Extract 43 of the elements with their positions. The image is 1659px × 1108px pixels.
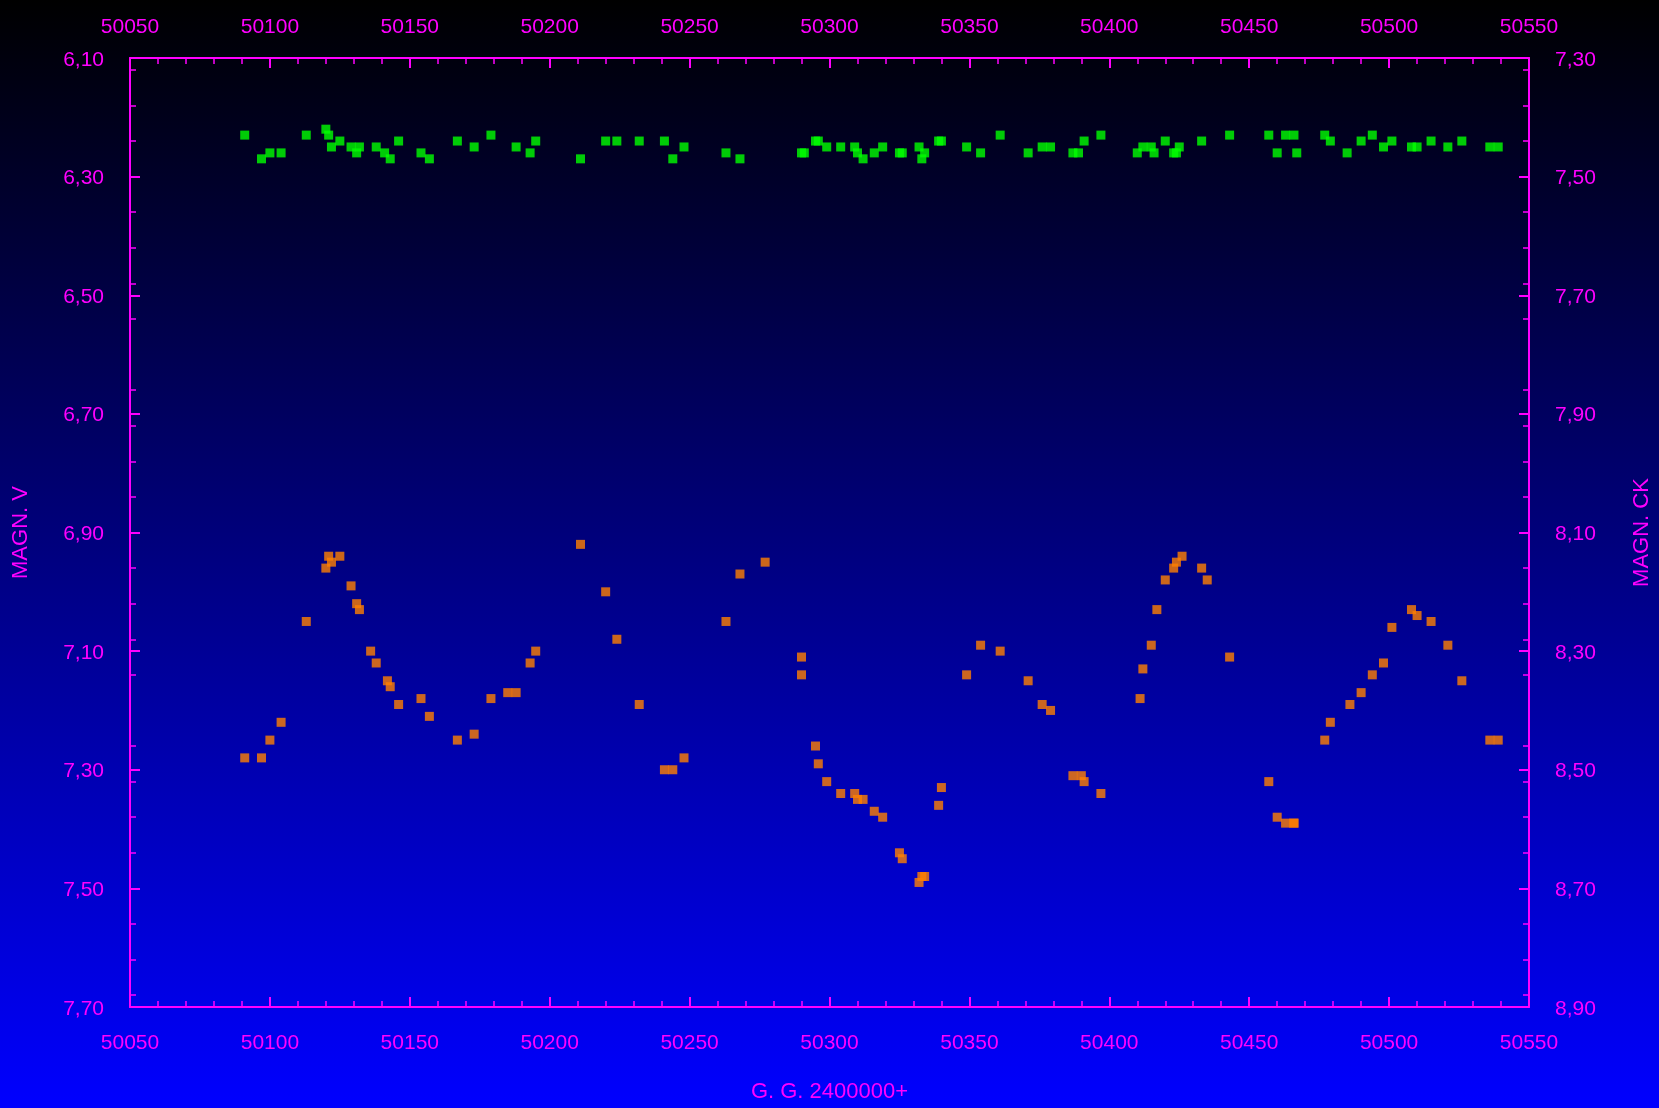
x-tick-label: 50550 bbox=[1499, 14, 1559, 37]
x2-tick-label: 50100 bbox=[240, 1030, 300, 1053]
x2-tick-label: 50550 bbox=[1499, 1030, 1559, 1053]
y-tick-label: 6,70 bbox=[63, 402, 104, 426]
x-tick-label: 50400 bbox=[1080, 14, 1139, 37]
y2-tick-label: 7,50 bbox=[1555, 165, 1596, 189]
x2-tick-label: 50300 bbox=[800, 1030, 859, 1053]
y2-tick-label: 8,50 bbox=[1555, 758, 1596, 782]
y2-tick-label: 7,30 bbox=[1555, 46, 1596, 70]
y-tick-label: 6,90 bbox=[63, 521, 104, 544]
x2-tick-label: 50350 bbox=[940, 1030, 999, 1053]
y-tick-label: 6,10 bbox=[63, 46, 104, 70]
y-tick-label: 7,30 bbox=[63, 758, 104, 782]
x2-tick-label: 50150 bbox=[380, 1030, 439, 1053]
x2-tick-label: 50400 bbox=[1080, 1030, 1139, 1053]
y-axis-title: MAGN. V bbox=[6, 485, 32, 579]
x-tick-label: 50150 bbox=[380, 14, 439, 37]
x2-tick-label: 50500 bbox=[1359, 1030, 1419, 1053]
x2-tick-label: 50050 bbox=[100, 1030, 160, 1053]
y-tick-label: 6,50 bbox=[63, 283, 104, 307]
x-tick-label: 50200 bbox=[520, 14, 579, 37]
x-tick-label: 50450 bbox=[1220, 14, 1279, 37]
x2-tick-label: 50200 bbox=[520, 1030, 579, 1053]
x-tick-label: 50100 bbox=[240, 14, 300, 37]
y-tick-label: 7,10 bbox=[63, 639, 104, 663]
y2-tick-label: 7,90 bbox=[1555, 402, 1596, 426]
y2-tick-label: 8,70 bbox=[1555, 876, 1596, 900]
x-tick-label: 50350 bbox=[940, 14, 999, 37]
x-tick-label: 50250 bbox=[660, 14, 719, 37]
x2-tick-label: 50250 bbox=[660, 1030, 719, 1053]
x-tick-label: 50050 bbox=[100, 14, 160, 37]
y2-tick-label: 8,90 bbox=[1555, 995, 1596, 1019]
x-tick-label: 50300 bbox=[800, 14, 859, 37]
x-tick-label: 50500 bbox=[1359, 14, 1419, 37]
y-tick-label: 7,50 bbox=[63, 876, 104, 900]
x2-tick-label: 50450 bbox=[1220, 1030, 1279, 1053]
y2-tick-label: 7,70 bbox=[1555, 283, 1596, 307]
y-tick-label: 6,30 bbox=[63, 165, 104, 189]
y2-axis-title: MAGN. CK bbox=[1627, 477, 1653, 587]
y2-tick-label: 8,30 bbox=[1555, 639, 1596, 663]
y2-tick-label: 8,10 bbox=[1555, 521, 1596, 544]
y-tick-label: 7,70 bbox=[63, 995, 104, 1019]
x-axis-title: G. G. 2400000+ bbox=[750, 1077, 909, 1103]
